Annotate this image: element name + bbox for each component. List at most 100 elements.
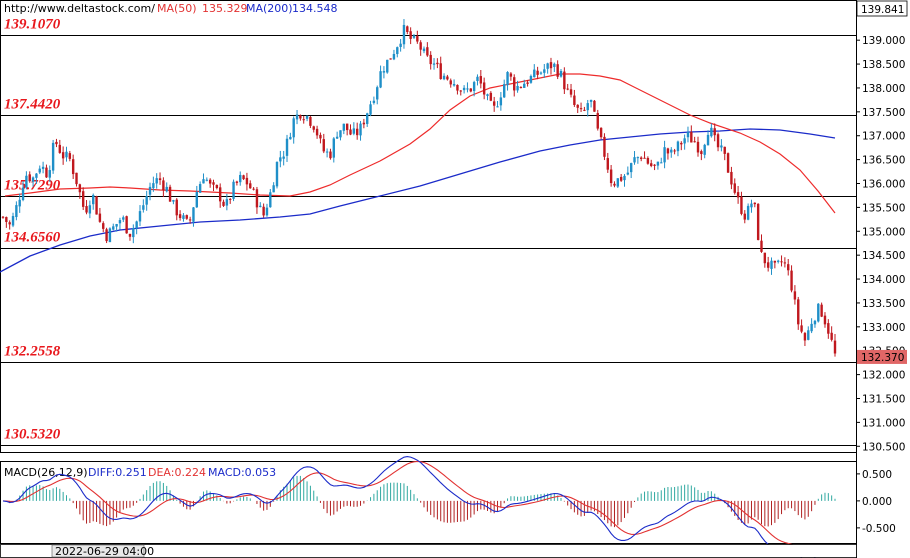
level-label: 139.1070 [4, 17, 61, 33]
candle-body [362, 122, 366, 125]
candle-body [212, 182, 215, 185]
candle-body [309, 116, 312, 126]
candle-body [75, 172, 78, 185]
candle-body [245, 177, 249, 185]
candle-body [95, 196, 98, 215]
candle-body [138, 211, 142, 222]
candle-body [122, 217, 125, 220]
candle-body [526, 82, 529, 84]
candle-body [269, 192, 272, 208]
candle-body [249, 183, 252, 189]
candle-body [382, 71, 386, 73]
ma200-value: 134.548 [292, 2, 338, 15]
candle-body [429, 54, 432, 65]
candle-body [48, 170, 51, 178]
candle-body [609, 169, 613, 184]
candle-body [152, 183, 155, 189]
candle-body [797, 299, 800, 325]
candle-body [650, 163, 653, 166]
ma200-label: MA(200) [246, 2, 293, 15]
price-tick-label: 131.000 [862, 417, 905, 429]
candle-body [693, 141, 696, 143]
candle-body [432, 63, 436, 65]
candle-body [252, 188, 255, 190]
candle-body [115, 223, 118, 227]
candle-body [810, 323, 813, 332]
candle-body [235, 181, 239, 183]
candle-body [780, 261, 783, 263]
candle-body [656, 161, 660, 166]
candle-body [165, 186, 168, 192]
candle-body [289, 136, 292, 140]
candle-body [369, 104, 372, 115]
macd-diff: DIFF:0.251 [88, 466, 147, 479]
candle-body [8, 222, 11, 225]
candle-body [379, 71, 382, 88]
candle-body [71, 159, 75, 175]
price-tick-label: 131.500 [862, 393, 905, 405]
candle-body [422, 48, 426, 52]
candle-body [776, 260, 780, 262]
candle-body [499, 97, 503, 106]
candle-body [519, 87, 523, 89]
candle-body [142, 205, 145, 210]
candle-body [790, 270, 793, 291]
candle-body [746, 205, 750, 220]
site-url: http://www.deltastock.com/ [4, 2, 155, 15]
current-price-marker [857, 349, 907, 364]
candle-body [723, 146, 726, 154]
candle-body [783, 262, 787, 264]
candle-body [329, 151, 332, 159]
candle-body [813, 320, 817, 325]
candle-body [539, 72, 543, 74]
candle-body [85, 206, 88, 213]
price-tick-label: 138.000 [862, 83, 905, 95]
candle-body [626, 172, 630, 175]
candle-body [479, 76, 483, 84]
candle-body [172, 200, 175, 202]
candle-body [576, 104, 579, 108]
candle-body [586, 103, 589, 111]
candle-body [486, 94, 489, 96]
candle-body [265, 207, 269, 216]
macd-tick-label: 0.000 [862, 496, 892, 508]
candle-body [88, 205, 92, 214]
candle-body [192, 207, 195, 222]
level-label: 134.6560 [4, 230, 61, 246]
candle-body [28, 174, 31, 182]
price-tick-label: 139.000 [862, 35, 905, 47]
candle-body [476, 76, 479, 82]
candle-body [108, 228, 112, 243]
candle-body [162, 180, 165, 191]
candle-body [696, 141, 700, 153]
candle-body [770, 260, 773, 269]
candle-body [466, 88, 469, 90]
price-tick-label: 130.500 [862, 441, 905, 453]
candle-body [716, 134, 720, 148]
candle-body [663, 147, 666, 163]
level-label: 130.5320 [4, 427, 61, 443]
candle-body [442, 75, 446, 80]
candle-body [325, 151, 329, 153]
candle-body [803, 333, 807, 341]
candle-body [633, 157, 636, 163]
candle-body [399, 43, 402, 47]
price-tick-label: 134.500 [862, 250, 905, 262]
candle-body [105, 229, 108, 242]
candle-body [68, 153, 72, 159]
candle-body [710, 127, 713, 137]
candle-body [726, 153, 730, 173]
candle-body [239, 174, 242, 183]
price-tick-label: 133.000 [862, 322, 905, 334]
level-label: 137.4420 [4, 97, 61, 113]
candle-body [232, 181, 235, 199]
candle-body [436, 62, 439, 65]
candle-body [25, 175, 28, 188]
candle-body [182, 215, 185, 219]
candle-body [459, 90, 462, 92]
candle-body [392, 53, 396, 60]
candle-body [229, 198, 232, 200]
candle-body [713, 128, 716, 136]
macd-plot-frame [0, 461, 857, 544]
candle-body [295, 114, 299, 120]
